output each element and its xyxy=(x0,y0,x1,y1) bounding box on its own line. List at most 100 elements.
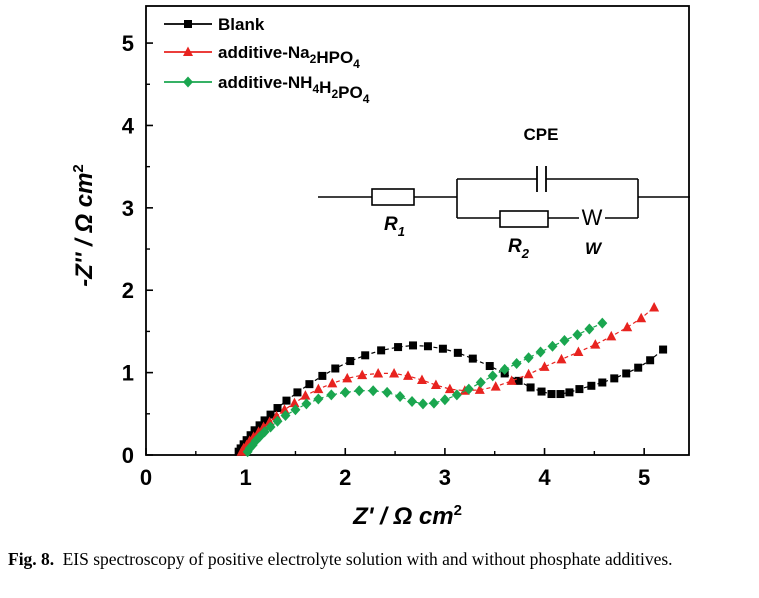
data-point xyxy=(331,364,340,373)
data-point xyxy=(610,374,619,383)
data-point xyxy=(260,416,269,425)
legend-text-part: H xyxy=(319,78,331,97)
data-point xyxy=(590,339,601,349)
data-point xyxy=(395,391,406,403)
legend-marker xyxy=(184,20,192,28)
data-point xyxy=(659,345,668,354)
data-point xyxy=(474,384,485,394)
data-point xyxy=(556,353,567,364)
r2-label: R2 xyxy=(508,236,530,261)
data-point xyxy=(565,388,574,397)
data-point xyxy=(487,370,498,382)
data-point xyxy=(357,369,368,380)
x-tick-label: 3 xyxy=(439,465,451,490)
legend-subscript: 4 xyxy=(353,57,360,71)
legend-item-additive-na2hpo4: additive-Na2HPO4 xyxy=(164,43,360,71)
data-point xyxy=(403,370,414,380)
data-point xyxy=(407,395,418,407)
data-point xyxy=(255,421,264,430)
series-blank xyxy=(234,341,668,456)
data-point xyxy=(289,397,300,408)
x-tick-label: 1 xyxy=(240,465,252,490)
data-point xyxy=(622,321,633,332)
data-point xyxy=(382,386,393,398)
data-point xyxy=(346,357,355,366)
r1-label: R1 xyxy=(384,214,405,239)
axis-ticks: 0 1 2 3 4 5 0 1 2 3 4 5 xyxy=(122,31,651,490)
data-point xyxy=(598,378,607,387)
data-point xyxy=(259,426,270,438)
legend-text-part: additive-NH xyxy=(218,73,312,92)
data-point xyxy=(389,367,400,378)
legend-subscript: 4 xyxy=(363,92,370,106)
legend-label: additive-NH4H2PO4 xyxy=(218,73,370,106)
data-point xyxy=(572,329,583,341)
x-axis-title: Z' / Ω cm2 xyxy=(352,502,462,530)
data-point xyxy=(266,410,275,419)
y-tick-label: 2 xyxy=(122,278,134,303)
data-point xyxy=(377,346,386,355)
data-point xyxy=(634,363,643,372)
data-point xyxy=(490,381,501,391)
data-point xyxy=(649,302,660,312)
data-point xyxy=(409,341,418,350)
data-point xyxy=(556,390,565,399)
data-point xyxy=(318,371,327,380)
legend-item-additive-nh4h2po4: additive-NH4H2PO4 xyxy=(164,73,370,106)
series-additive-nh4h2po4 xyxy=(242,317,608,458)
data-point xyxy=(636,312,647,323)
legend-text-part: HPO xyxy=(316,48,353,67)
x-axis-title-main: Z' / Ω cm xyxy=(352,503,453,530)
data-point xyxy=(368,385,379,397)
r1-resistor xyxy=(371,188,415,206)
legend-subscript: 2 xyxy=(310,52,317,66)
data-point xyxy=(361,351,370,360)
data-point xyxy=(559,334,570,346)
data-point xyxy=(417,398,428,410)
legend-marker xyxy=(183,76,193,88)
legend-subscript: 2 xyxy=(331,87,338,101)
data-point xyxy=(584,323,595,335)
data-point xyxy=(342,372,353,383)
legend-text-part: Blank xyxy=(218,15,265,34)
series-additive-na2hpo4 xyxy=(236,302,660,456)
data-point xyxy=(439,394,450,406)
y-axis-title-main: -Z'' / Ω cm xyxy=(71,173,98,287)
data-point xyxy=(326,389,337,401)
y-tick-label: 0 xyxy=(122,443,134,468)
data-point xyxy=(280,409,291,421)
data-point xyxy=(646,356,655,365)
x-tick-label: 4 xyxy=(538,465,551,490)
data-point xyxy=(300,390,311,400)
y-tick-label: 5 xyxy=(122,31,134,56)
r2-resistor xyxy=(499,210,549,228)
data-point xyxy=(301,398,312,410)
x-tick-label: 2 xyxy=(339,465,351,490)
legend-text-part: additive-Na xyxy=(218,43,310,62)
data-point xyxy=(499,363,510,375)
series-layer xyxy=(234,302,668,458)
data-point xyxy=(547,390,556,399)
y-tick-label: 4 xyxy=(122,113,135,138)
y-tick-label: 3 xyxy=(122,196,134,221)
plot-border xyxy=(145,5,690,456)
data-point xyxy=(246,431,255,440)
x-axis-title-superscript: 2 xyxy=(454,502,462,519)
data-point xyxy=(272,415,283,427)
data-point xyxy=(523,352,534,364)
data-point xyxy=(430,379,441,389)
data-point xyxy=(250,426,259,435)
data-point xyxy=(547,340,558,352)
caption-text: EIS spectroscopy of positive electrolyte… xyxy=(62,549,673,569)
data-point xyxy=(354,385,365,397)
data-point xyxy=(416,374,427,385)
w-label: W xyxy=(585,239,603,258)
data-point xyxy=(428,397,439,409)
data-point xyxy=(290,404,301,416)
data-point xyxy=(444,383,455,394)
data-point xyxy=(340,386,351,398)
axis-titles: Z' / Ω cm2-Z'' / Ω cm2 xyxy=(70,164,462,530)
y-axis-title-superscript: 2 xyxy=(70,164,87,172)
